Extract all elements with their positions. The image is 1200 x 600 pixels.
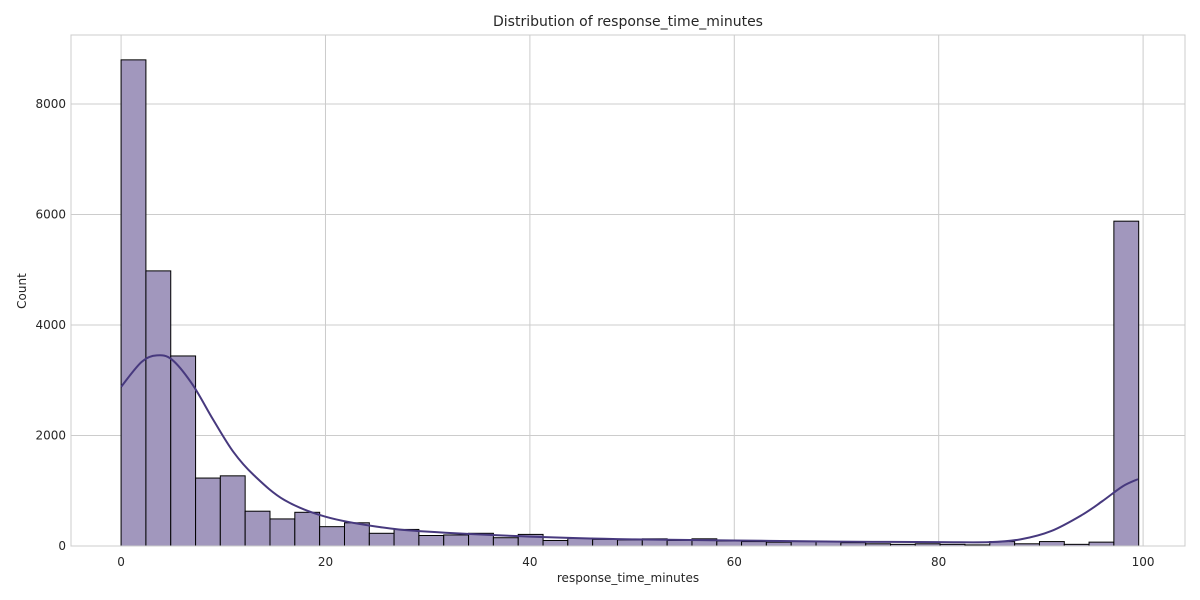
x-tick-labels: 0 20 40 60 80 100 (117, 555, 1154, 569)
histogram-bar (120, 59, 147, 547)
x-tick-label: 20 (318, 555, 333, 569)
y-axis-label: Count (15, 273, 29, 309)
x-axis-label: response_time_minutes (557, 571, 699, 585)
histogram-bar (319, 526, 345, 547)
histogram-bar (542, 539, 569, 547)
histogram-bar (145, 270, 172, 547)
histogram-bar (170, 355, 197, 547)
y-tick-label: 4000 (35, 318, 66, 332)
histogram-bar (244, 510, 271, 547)
histogram-bar (592, 538, 618, 547)
histogram-bar (269, 518, 296, 547)
histogram-bar (418, 535, 445, 547)
x-tick-label: 60 (727, 555, 742, 569)
histogram-bar (492, 537, 519, 547)
chart-title: Distribution of response_time_minutes (493, 14, 763, 30)
grid-lines (71, 35, 1185, 547)
y-tick-label: 2000 (35, 429, 66, 443)
histogram-bar (294, 511, 321, 547)
plot-frame (70, 34, 1186, 547)
kde-curve (120, 354, 1139, 544)
histogram-bar (666, 539, 693, 547)
histogram-bar (368, 532, 395, 547)
x-tick-label: 80 (931, 555, 946, 569)
y-tick-label: 8000 (35, 97, 66, 111)
histogram-bar (741, 541, 767, 547)
histogram-bar (443, 534, 470, 547)
y-tick-label: 6000 (35, 208, 66, 222)
histogram-bar (765, 541, 792, 547)
histogram-bar (1088, 541, 1115, 547)
x-tick-label: 100 (1132, 555, 1155, 569)
histogram-bar (1113, 220, 1140, 547)
histogram-bar (1038, 541, 1065, 547)
histogram-bar (195, 477, 221, 547)
histogram-bar (219, 475, 246, 547)
x-tick-label: 40 (522, 555, 537, 569)
histogram-bar (716, 540, 743, 547)
y-tick-label: 0 (58, 539, 66, 553)
y-tick-labels: 0 2000 4000 6000 8000 (35, 97, 66, 553)
histogram-bar (343, 522, 370, 547)
histogram-bars (120, 59, 1140, 547)
histogram-bar (393, 528, 420, 547)
histogram-bar (616, 539, 643, 547)
x-tick-label: 0 (117, 555, 125, 569)
